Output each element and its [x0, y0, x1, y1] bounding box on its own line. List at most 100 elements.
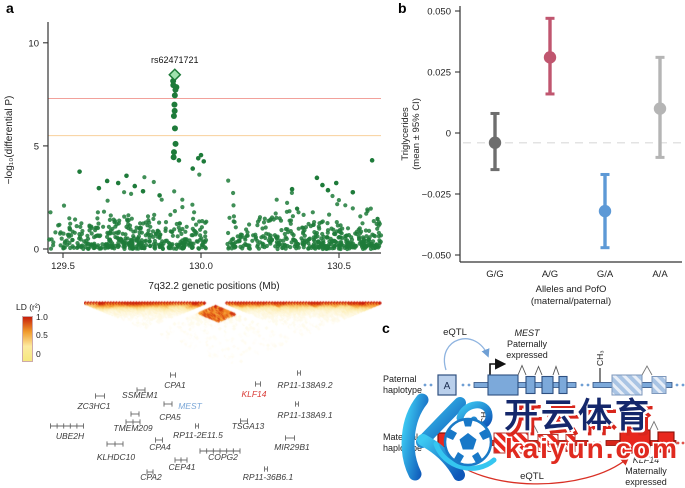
paternal-label-line2: haplotype — [383, 385, 422, 395]
svg-text:10: 10 — [28, 38, 39, 49]
gene-annotation: RP11-36B6.1 — [243, 466, 294, 482]
triglycerides-pointrange-plot: Triglycerides (mean ± 95% CI) Alleles an… — [400, 6, 682, 307]
svg-text:UBE2H: UBE2H — [56, 431, 85, 441]
maternal-label-line2: haplotype — [383, 443, 422, 453]
gene-annotation: MEST — [163, 401, 203, 411]
ld-legend: LD (r²) 1.0 0.5 0 — [14, 302, 76, 366]
intron-caret — [641, 365, 653, 376]
lead-snp-annotation: rs62471721 — [151, 55, 199, 65]
klf14-desc-line1: Maternally — [625, 466, 667, 476]
mest-gene-label: MEST — [514, 328, 541, 338]
gene-annotation: CPA5 — [130, 411, 181, 422]
haplotype-diagram: eQTL MEST Paternally expressed Paternal … — [383, 327, 685, 487]
ld-tick-0_5: 0.5 — [36, 330, 48, 340]
panel-b-x-axis-label-line1: Alleles and PofO — [536, 284, 607, 295]
intron-caret — [534, 365, 543, 376]
svg-text:COPG2: COPG2 — [208, 452, 238, 462]
mest-silenced-maternal — [493, 432, 529, 454]
ld-tick-1: 1.0 — [36, 312, 48, 322]
svg-text:CPA2: CPA2 — [140, 472, 162, 482]
svg-text:TSGA13: TSGA13 — [232, 421, 265, 431]
ld-tick-0: 0 — [36, 349, 41, 359]
intron-caret — [552, 365, 560, 376]
svg-text:RP11-138A9.1: RP11-138A9.1 — [277, 410, 332, 420]
gene-annotation: TMEM209 — [113, 419, 153, 433]
eqtl-bottom-label: eQTL — [520, 471, 544, 482]
svg-text:RP11-36B6.1: RP11-36B6.1 — [243, 472, 294, 482]
panel-a-x-axis-label: 7q32.2 genetic positions (Mb) — [148, 281, 279, 292]
gene-annotation: KLHDC10 — [97, 441, 136, 462]
paternal-label-line1: Paternal — [383, 374, 417, 384]
svg-text:TMEM209: TMEM209 — [113, 423, 152, 433]
locuszoom-scatter-plot: −log₁₀(differential P) 7q32.2 genetic po… — [4, 22, 384, 292]
intron-caret — [517, 364, 527, 376]
svg-text:CPA5: CPA5 — [159, 412, 181, 422]
gene-annotation: TSGA13 — [232, 418, 265, 431]
svg-text:MEST: MEST — [178, 401, 202, 411]
ch3-label-maternal: CH₃ — [479, 408, 489, 424]
panel-a-y-axis-label: −log₁₀(differential P) — [4, 96, 15, 185]
intron-caret — [649, 420, 659, 431]
svg-text:−0.025: −0.025 — [422, 190, 451, 201]
svg-text:−0.050: −0.050 — [422, 251, 451, 262]
svg-text:129.5: 129.5 — [51, 261, 75, 272]
panel-b-y-axis-label-line1: Triglycerides — [400, 107, 411, 161]
gene-annotation: RP11-138A9.2 — [277, 370, 333, 390]
svg-text:A/A: A/A — [652, 269, 668, 280]
gene-annotation: MIR29B1 — [274, 435, 310, 452]
svg-text:KLF14: KLF14 — [241, 389, 266, 399]
klf14-gene-label: KLF14 — [633, 455, 660, 465]
svg-text:RP11-2E11.5: RP11-2E11.5 — [173, 430, 223, 440]
gene-annotation: CPA4 — [149, 437, 171, 452]
paternal-allele-a: A — [444, 381, 451, 392]
klf14-silenced-paternal — [611, 374, 643, 396]
intron-caret — [527, 422, 539, 434]
mest-desc-line2: expressed — [506, 350, 548, 360]
ld-legend-title: LD (r²) — [16, 302, 41, 312]
svg-text:ZC3HC1: ZC3HC1 — [76, 401, 110, 411]
panel-b-label: b — [398, 0, 407, 16]
gene-annotation: SSMEM1 — [122, 387, 158, 400]
maternal-allele-a: A — [444, 439, 451, 450]
svg-text:A/G: A/G — [542, 269, 558, 280]
gene-annotation: CEP41 — [169, 457, 196, 472]
gene-annotation: CPA2 — [140, 469, 162, 482]
paternal-haplotype-line: A CH₃ — [423, 350, 685, 396]
svg-text:130.0: 130.0 — [189, 261, 213, 272]
svg-text:CPA1: CPA1 — [164, 380, 186, 390]
panel-b-y-axis-label-line2: (mean ± 95% CI) — [411, 98, 422, 170]
ld-heatmap — [84, 300, 382, 364]
svg-text:0: 0 — [446, 129, 451, 140]
paternal-allele-a-box — [437, 374, 457, 396]
ch3-label-paternal: CH₃ — [595, 350, 605, 366]
intron-caret — [557, 423, 567, 434]
gene-annotation: RP11-138A9.1 — [277, 401, 333, 420]
ld-colorbar — [22, 316, 33, 362]
svg-text:KLHDC10: KLHDC10 — [97, 452, 136, 462]
svg-text:G/A: G/A — [597, 269, 614, 280]
gene-annotation: UBE2H — [50, 423, 85, 441]
svg-text:CPA4: CPA4 — [149, 442, 171, 452]
svg-text:G/G: G/G — [486, 269, 503, 280]
eqtl-arrow-paternal — [443, 338, 490, 371]
svg-text:RP11-138A9.2: RP11-138A9.2 — [277, 380, 332, 390]
gene-annotation: CPA1 — [164, 372, 186, 390]
svg-text:0: 0 — [34, 245, 39, 256]
klf14-desc-line2: expressed — [625, 477, 667, 487]
svg-text:SSMEM1: SSMEM1 — [122, 390, 158, 400]
tss-arrow-mest — [489, 358, 507, 379]
gene-annotation: ZC3HC1 — [76, 393, 111, 411]
panel-a-label: a — [6, 0, 14, 16]
svg-text:MIR29B1: MIR29B1 — [274, 442, 310, 452]
panel-c-label: c — [382, 320, 390, 336]
panel-b-x-axis-label-line2: (maternal/paternal) — [531, 296, 611, 307]
mest-desc-line1: Paternally — [507, 339, 548, 349]
svg-text:130.5: 130.5 — [327, 261, 351, 272]
svg-text:0.025: 0.025 — [427, 68, 451, 79]
eqtl-top-label: eQTL — [443, 327, 467, 338]
svg-text:0.050: 0.050 — [427, 7, 451, 18]
svg-text:5: 5 — [34, 141, 39, 152]
klf14-expressed-maternal — [619, 429, 651, 454]
